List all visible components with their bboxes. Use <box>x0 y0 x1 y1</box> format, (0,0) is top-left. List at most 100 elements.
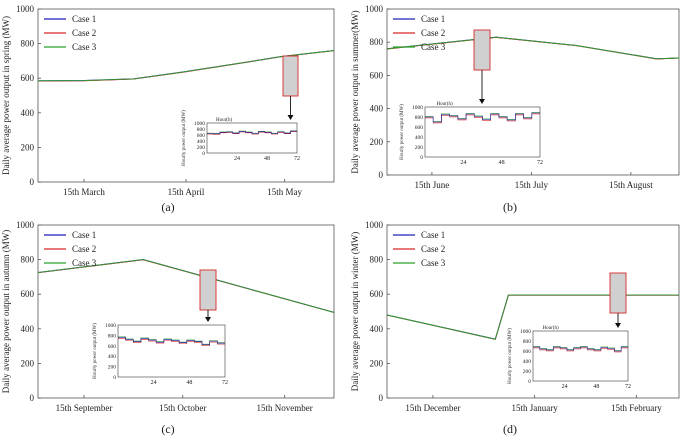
y-tick-label: 200 <box>370 137 384 147</box>
inset-y-axis-label: Hourly power output (MW) <box>182 110 187 166</box>
plot-frame <box>386 224 680 399</box>
y-tick-label: 800 <box>370 37 384 47</box>
y-tick-label: 0 <box>379 393 384 403</box>
inset-x-tick-label: 24 <box>460 160 466 166</box>
inset-y-tick-label: 800 <box>108 333 117 339</box>
inset-x-tick-label: 48 <box>593 384 599 390</box>
highlight-box <box>282 55 299 97</box>
inset-y-tick-label: 1000 <box>412 105 423 111</box>
y-tick-label: 1000 <box>16 4 35 14</box>
y-axis-label: Daily average power output in autumn (MW… <box>1 230 11 393</box>
legend-label: Case 1 <box>421 230 445 240</box>
legend-label: Case 2 <box>72 28 96 38</box>
inset-series-line-3 <box>425 112 540 123</box>
y-tick-label: 200 <box>21 358 35 368</box>
inset-y-tick-label: 200 <box>415 145 424 151</box>
inset-y-axis-label: Hourly power output (MW) <box>93 323 98 379</box>
x-tick-label: 15th January <box>512 403 559 413</box>
y-tick-label: 200 <box>370 358 384 368</box>
x-tick-label: 15th December <box>405 403 460 413</box>
inset-y-tick-label: 200 <box>108 365 117 371</box>
inset-y-axis-label: Hourly power output (MW) <box>400 104 405 160</box>
inset-frame <box>206 122 298 154</box>
inset-y-tick-label: 400 <box>415 135 424 141</box>
inset-x-tick-label: 24 <box>151 380 157 386</box>
legend-label: Case 1 <box>72 230 96 240</box>
inset-series-line-2 <box>118 338 225 346</box>
inset-y-tick-label: 0 <box>202 151 205 157</box>
y-tick-label: 400 <box>21 108 35 118</box>
inset-y-tick-label: 0 <box>113 375 116 381</box>
inset-y-tick-label: 800 <box>523 339 532 345</box>
y-tick-label: 800 <box>370 255 384 265</box>
highlight-box <box>609 272 627 314</box>
panel-label: (b) <box>503 200 517 214</box>
legend-label: Case 2 <box>72 244 96 254</box>
inset-y-tick-label: 600 <box>415 125 424 131</box>
inset-x-tick-label: 24 <box>234 156 240 162</box>
x-tick-label: 15th June <box>415 180 450 190</box>
legend-label: Case 2 <box>421 244 445 254</box>
inset-y-tick-label: 0 <box>420 155 423 161</box>
series-line-3 <box>386 294 679 340</box>
panel-label: (a) <box>161 200 174 214</box>
y-tick-label: 400 <box>21 324 35 334</box>
y-axis-label: Daily average power output in summer(MW) <box>350 10 360 173</box>
inset-x-axis-label: Hour(h) <box>543 326 559 331</box>
inset-y-tick-label: 200 <box>197 145 206 151</box>
inset-y-tick-label: 1000 <box>194 121 205 127</box>
x-tick-label: 15th July <box>515 180 549 190</box>
legend-label: Case 1 <box>421 14 445 24</box>
inset-y-tick-label: 800 <box>197 127 206 133</box>
y-tick-label: 600 <box>370 289 384 299</box>
series-line-3 <box>37 259 335 313</box>
inset-series-line-3 <box>118 337 225 346</box>
inset-y-tick-label: 600 <box>108 344 117 350</box>
panel-4: 0 200 400 600 800 1000 Daily average power out… <box>350 220 680 436</box>
inset-x-tick-label: 72 <box>294 156 300 162</box>
inset-x-tick-label: 24 <box>562 384 568 390</box>
arrow-head <box>205 317 211 322</box>
inset-chart: 0 200 400 600 800 1000 24 48 72 Hourly power outp… <box>93 323 228 386</box>
inset-frame <box>117 324 226 378</box>
y-tick-label: 0 <box>30 393 35 403</box>
y-axis-label: Daily average power output in winter (MW… <box>350 232 360 391</box>
x-tick-label: 15th February <box>611 403 662 413</box>
y-tick-label: 600 <box>370 70 384 80</box>
inset-series-line-2 <box>533 347 628 353</box>
inset-y-tick-label: 800 <box>415 115 424 121</box>
inset-x-axis-label: Hour(h) <box>437 102 453 107</box>
inset-y-tick-label: 400 <box>108 354 117 360</box>
inset-frame <box>532 330 629 382</box>
arrow-head <box>479 99 485 104</box>
legend-label: Case 3 <box>421 258 446 268</box>
inset-x-axis-label: Hour(h) <box>216 118 232 123</box>
y-tick-label: 1000 <box>365 4 384 14</box>
y-tick-label: 0 <box>379 170 384 180</box>
panel-3: 0 200 400 600 800 1000 Daily average power out… <box>1 220 335 436</box>
legend-label: Case 1 <box>72 14 96 24</box>
inset-y-axis-label: Hourly power output (MW) <box>508 328 513 384</box>
x-tick-label: 15th May <box>267 187 302 197</box>
y-tick-label: 800 <box>21 255 35 265</box>
panel-label: (d) <box>503 422 517 436</box>
inset-y-tick-label: 0 <box>528 379 531 385</box>
plot-frame <box>386 8 680 176</box>
highlight-box <box>473 29 491 71</box>
inset-y-tick-label: 600 <box>197 133 206 139</box>
series-line-3 <box>386 36 680 60</box>
legend-label: Case 3 <box>72 258 97 268</box>
highlight-box <box>199 269 217 311</box>
inset-y-tick-label: 400 <box>197 139 206 145</box>
x-tick-label: 15th October <box>159 403 206 413</box>
inset-y-tick-label: 400 <box>523 359 532 365</box>
x-tick-label: 15th September <box>56 403 113 413</box>
y-tick-label: 200 <box>21 142 35 152</box>
inset-x-tick-label: 48 <box>264 156 270 162</box>
inset-y-tick-label: 1000 <box>520 329 531 335</box>
plot-frame <box>37 224 335 399</box>
